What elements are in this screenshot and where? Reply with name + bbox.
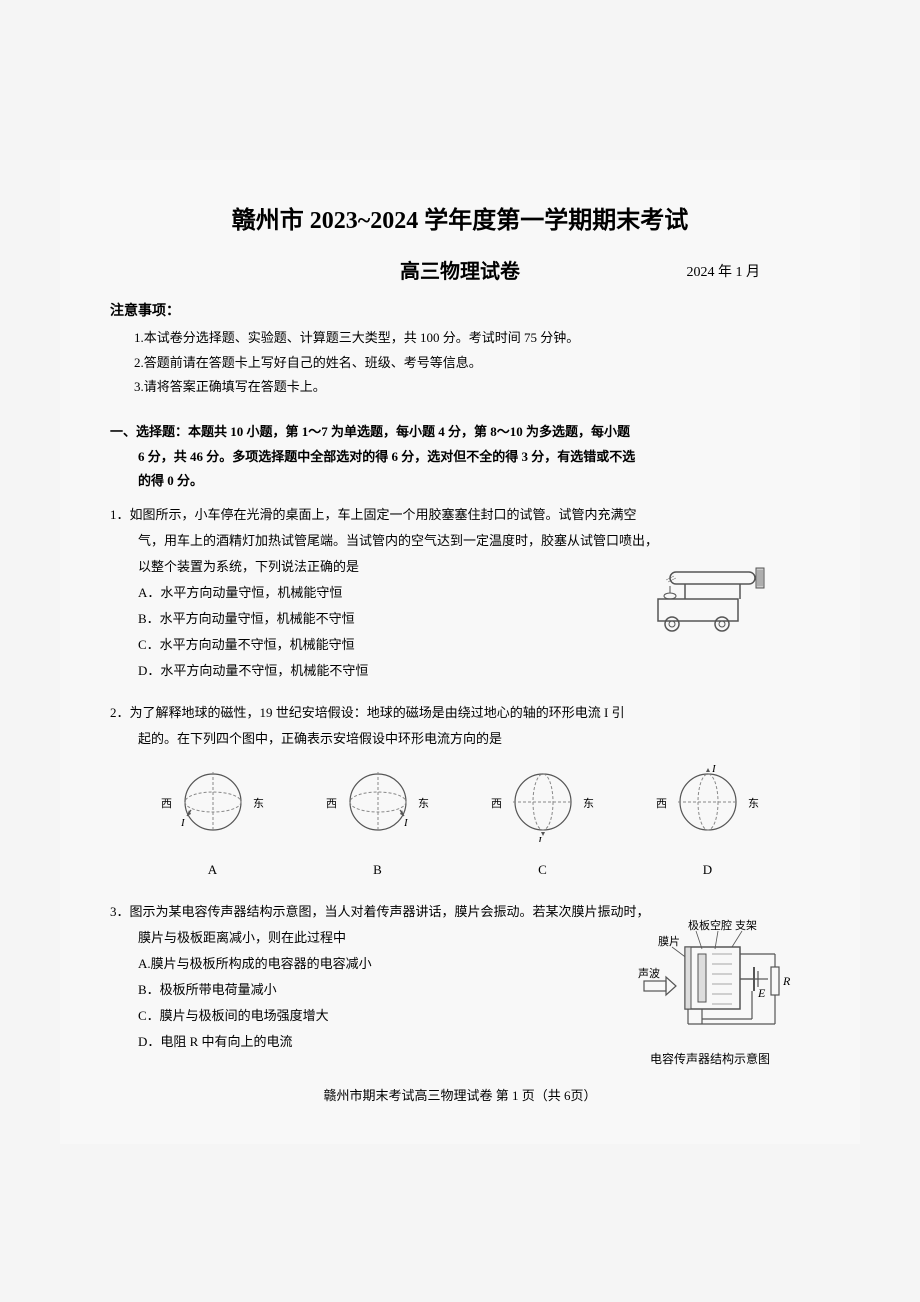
east-label-d: 东	[748, 797, 759, 810]
q1-line1: 1．如图所示，小车停在光滑的桌面上，车上固定一个用胶塞塞住封口的试管。试管内充满…	[138, 502, 810, 528]
resistor-label: R	[782, 974, 791, 988]
current-label-b: I	[403, 817, 409, 829]
globe-a-svg: 西 I 东	[153, 762, 273, 842]
q3-svg: 极板 空腔 支架 膜片	[620, 919, 800, 1034]
question-2: 2．为了解释地球的磁性，19 世纪安培假设：地球的磁场是由绕过地心的轴的环形电流…	[110, 700, 810, 883]
globe-b-svg: 西 I 东	[318, 762, 438, 842]
main-title: 赣州市 2023~2024 学年度第一学期期末考试	[110, 200, 810, 235]
q2-line2: 起的。在下列四个图中，正确表示安培假设中环形电流方向的是	[138, 726, 810, 752]
q1-cart-diagram	[640, 554, 780, 634]
membrane-label: 膜片	[658, 935, 680, 948]
subtitle-row: 高三物理试卷 2024 年 1 月	[110, 255, 810, 284]
emf-label: E	[757, 986, 766, 1000]
question-1: 1．如图所示，小车停在光滑的桌面上，车上固定一个用胶塞塞住封口的试管。试管内充满…	[110, 502, 810, 684]
q2-globe-diagrams: 西 I 东 A 西	[130, 762, 790, 883]
q1-line2: 气，用车上的酒精灯加热试管尾端。当试管内的空气达到一定温度时，胶塞从试管口喷出，	[138, 528, 810, 554]
globe-d-label: D	[648, 857, 768, 883]
globe-a-label: A	[153, 857, 273, 883]
q3-caption: 电容传声器结构示意图	[620, 1047, 800, 1071]
q2-line1: 2．为了解释地球的磁性，19 世纪安培假设：地球的磁场是由绕过地心的轴的环形电流…	[138, 700, 810, 726]
current-label-d: I	[711, 763, 717, 775]
globe-a: 西 I 东 A	[153, 762, 273, 883]
globe-b-label: B	[318, 857, 438, 883]
section-line-3: 的得 0 分。	[138, 469, 810, 494]
page-container: 赣州市 2023~2024 学年度第一学期期末考试 高三物理试卷 2024 年 …	[0, 0, 920, 1302]
notice-item-3: 3.请将答案正确填写在答题卡上。	[134, 375, 810, 400]
notice-item-2: 2.答题前请在答题卡上写好自己的姓名、班级、考号等信息。	[134, 351, 810, 376]
globe-c-svg: 西 I 东	[483, 762, 603, 842]
section-line-2: 6 分，共 46 分。多项选择题中全部选对的得 6 分，选对但不全的得 3 分，…	[138, 445, 810, 470]
subtitle: 高三物理试卷	[400, 261, 520, 283]
content-area: 赣州市 2023~2024 学年度第一学期期末考试 高三物理试卷 2024 年 …	[60, 160, 860, 1144]
q1-option-c: C．水平方向动量不守恒，机械能守恒	[138, 632, 810, 658]
section-header: 一、选择题：本题共 10 小题，第 1～7 为单选题，每小题 4 分，第 8～1…	[110, 420, 810, 494]
plate-label: 极板	[688, 919, 710, 932]
notice-label: 注意事项：	[110, 300, 810, 320]
section-line-1: 一、选择题：本题共 10 小题，第 1～7 为单选题，每小题 4 分，第 8～1…	[110, 420, 810, 445]
east-label-a: 东	[253, 797, 264, 810]
globe-b: 西 I 东 B	[318, 762, 438, 883]
west-label-b: 西	[326, 798, 337, 810]
globe-c: 西 I 东 C	[483, 762, 603, 883]
gap-label: 空腔	[710, 919, 732, 932]
page-footer: 赣州市期末考试高三物理试卷 第 1 页（共 6页）	[110, 1085, 810, 1104]
west-label-d: 西	[656, 798, 667, 810]
bracket-label: 支架	[735, 919, 757, 932]
notice-item-1: 1.本试卷分选择题、实验题、计算题三大类型，共 100 分。考试时间 75 分钟…	[134, 326, 810, 351]
q3-microphone-diagram: 极板 空腔 支架 膜片	[620, 919, 800, 1071]
east-label-c: 东	[583, 797, 594, 810]
question-3: 3．图示为某电容传声器结构示意图，当人对着传声器讲话，膜片会振动。若某次膜片振动…	[110, 899, 810, 1055]
west-label-a: 西	[161, 798, 172, 810]
q1-option-d: D．水平方向动量不守恒，机械能不守恒	[138, 658, 810, 684]
globe-c-label: C	[483, 857, 603, 883]
sound-label: 声波	[638, 966, 660, 980]
globe-d: 西 I 东 D	[648, 762, 768, 883]
current-label-c: I	[537, 835, 543, 842]
west-label-c: 西	[491, 798, 502, 810]
east-label-b: 东	[418, 797, 429, 810]
date-label: 2024 年 1 月	[687, 261, 761, 281]
current-label-a: I	[180, 817, 186, 829]
globe-d-svg: 西 I 东	[648, 762, 768, 842]
